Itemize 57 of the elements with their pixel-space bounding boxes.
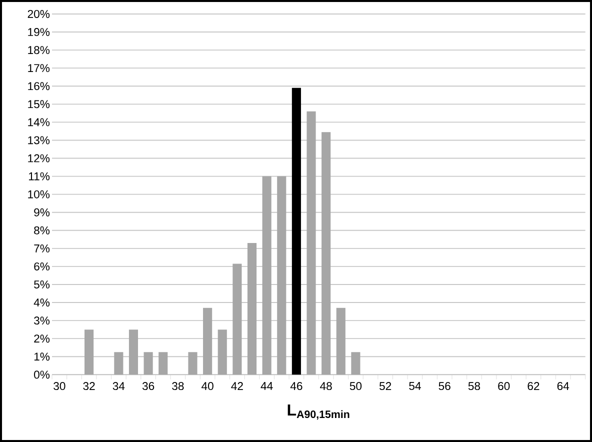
y-tick-label: 9% [34, 208, 50, 216]
y-tick-label: 16% [28, 82, 50, 90]
x-tick-label: 64 [557, 382, 570, 390]
bar [84, 330, 94, 375]
x-tick-label: 40 [202, 382, 214, 390]
x-axis-title: L$_{A90,15min}$ [288, 404, 350, 420]
x-tick-label: 36 [142, 382, 154, 390]
y-tick-label: 19% [28, 28, 50, 36]
bar [292, 88, 301, 375]
y-tick-label: 2% [34, 334, 50, 343]
bar [306, 111, 316, 375]
x-tick-label: 38 [172, 382, 184, 390]
y-tick-label: 11% [28, 172, 50, 180]
y-tick-label: 18% [28, 46, 50, 54]
x-tick-label: 30 [54, 382, 66, 390]
y-tick-label: 0% [34, 370, 50, 379]
x-tick-label: 56 [438, 382, 450, 390]
y-tick-label: 14% [28, 118, 50, 126]
y-tick-label: 6% [34, 262, 50, 270]
bar [336, 308, 346, 375]
x-tick-label: 46 [290, 382, 302, 390]
bar [232, 264, 242, 375]
bar [158, 352, 168, 375]
y-tick-label: 1% [34, 352, 50, 361]
y-tick-label: 8% [34, 226, 50, 234]
y-tick-label: 5% [34, 280, 50, 288]
x-tick-label: 50 [350, 382, 362, 390]
bar [247, 243, 257, 375]
x-tick-label: 58 [468, 382, 480, 390]
bar [277, 176, 286, 375]
y-tick-label: 7% [34, 244, 50, 252]
bar [144, 352, 153, 375]
x-tick-label: 32 [83, 382, 95, 390]
y-tick-label: 4% [34, 298, 50, 306]
x-tick-label: 34 [112, 382, 125, 390]
x-tick-label: 48 [320, 382, 332, 390]
y-tick-label: 20% [28, 10, 50, 18]
x-tick-label: 42 [231, 382, 243, 390]
bar [351, 352, 360, 375]
bar [262, 176, 272, 375]
bar [128, 330, 138, 375]
y-tick-label: 10% [28, 190, 50, 198]
x-tick-label: 54 [409, 382, 421, 390]
y-tick-label: 12% [28, 154, 50, 162]
bar [188, 352, 198, 375]
bar [322, 132, 331, 375]
y-tick-label: 13% [28, 136, 50, 144]
y-tick-label: 15% [28, 100, 50, 108]
bar [218, 330, 227, 375]
x-tick-label: 62 [528, 382, 540, 390]
y-tick-label: 3% [34, 316, 50, 325]
bar [114, 352, 124, 375]
x-tick-label: 60 [498, 382, 510, 390]
bar [203, 308, 212, 375]
x-tick-label: 52 [379, 382, 392, 390]
x-tick-label: 44 [260, 382, 273, 390]
y-tick-label: 17% [28, 64, 50, 72]
